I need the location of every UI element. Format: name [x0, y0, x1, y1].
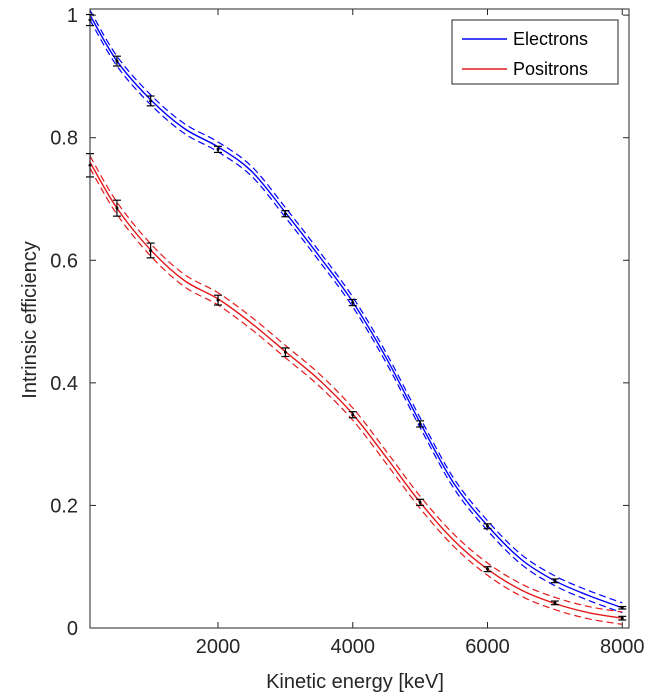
axis-layer: 2000 4000 6000 8000 0 0.2 0.4 0.6 0.8 1: [50, 5, 644, 658]
electrons-error-bar: [112, 55, 121, 67]
positrons-error-bar: [348, 411, 357, 419]
y-tick-label: 0.4: [50, 373, 78, 395]
y-tick-label: 0.8: [50, 128, 78, 150]
legend: Electrons Positrons: [451, 19, 619, 85]
positrons-data-point: [115, 206, 119, 210]
x-tick-label: 4000: [331, 636, 376, 658]
plot-background: [90, 9, 629, 628]
electrons-data-point: [115, 59, 119, 63]
y-tick-label: 0: [67, 618, 78, 640]
x-axis-title: Kinetic energy [keV]: [266, 671, 444, 693]
positrons-data-point: [351, 413, 355, 417]
positrons-error-bar: [550, 600, 559, 606]
positrons-lower-confidence-line: [89, 168, 623, 625]
electrons-data-point: [149, 99, 153, 103]
electrons-data-point: [351, 301, 355, 305]
y-axis-title: Intrinsic efficiency: [19, 241, 41, 398]
positrons-error-bar: [416, 498, 425, 507]
series-layer: [86, 9, 627, 625]
positrons-data-point: [418, 500, 422, 504]
electrons-lower-confidence-line: [89, 19, 623, 614]
x-tick-label: 6000: [465, 636, 510, 658]
positrons-data-point: [553, 601, 557, 605]
positrons-series: [86, 153, 627, 625]
positrons-error-bar: [214, 294, 223, 306]
electrons-error-bar: [416, 420, 425, 428]
positrons-error-bar: [146, 242, 155, 259]
electrons-error-bar: [483, 523, 492, 530]
electrons-data-point: [418, 422, 422, 426]
x-tick-label: 8000: [600, 636, 645, 658]
positrons-error-bar: [281, 347, 290, 358]
positrons-error-bar: [618, 615, 627, 621]
legend-box: [451, 19, 619, 85]
electrons-data-point: [283, 212, 287, 216]
electrons-data-point: [216, 147, 220, 151]
positrons-data-point: [620, 616, 624, 620]
legend-positrons-label: Positrons: [513, 59, 588, 79]
electrons-error-bar: [281, 210, 290, 218]
positrons-data-point: [216, 298, 220, 302]
electrons-error-bar: [618, 605, 627, 610]
y-tick-label: 0.2: [50, 495, 78, 517]
positrons-upper-confidence-line: [89, 155, 623, 613]
electrons-data-point: [486, 524, 490, 528]
plot-border: [89, 8, 630, 629]
electrons-error-bar: [348, 298, 357, 307]
electrons-data-point: [620, 606, 624, 610]
positrons-data-point: [283, 350, 287, 354]
electrons-error-bar: [214, 145, 223, 154]
positrons-error-bar: [112, 199, 121, 217]
electrons-fit-line: [89, 14, 623, 609]
positrons-error-bar: [483, 566, 492, 573]
x-tick-label: 2000: [196, 636, 241, 658]
positrons-data-point: [486, 567, 490, 571]
legend-electrons-label: Electrons: [513, 29, 588, 49]
electrons-data-point: [553, 579, 557, 583]
plot-area: [90, 9, 629, 628]
electrons-error-bar: [550, 578, 559, 584]
y-tick-label: 1: [67, 5, 78, 27]
positrons-data-point: [149, 248, 153, 252]
y-tick-label: 0.6: [50, 250, 78, 272]
electrons-error-bar: [146, 95, 155, 107]
